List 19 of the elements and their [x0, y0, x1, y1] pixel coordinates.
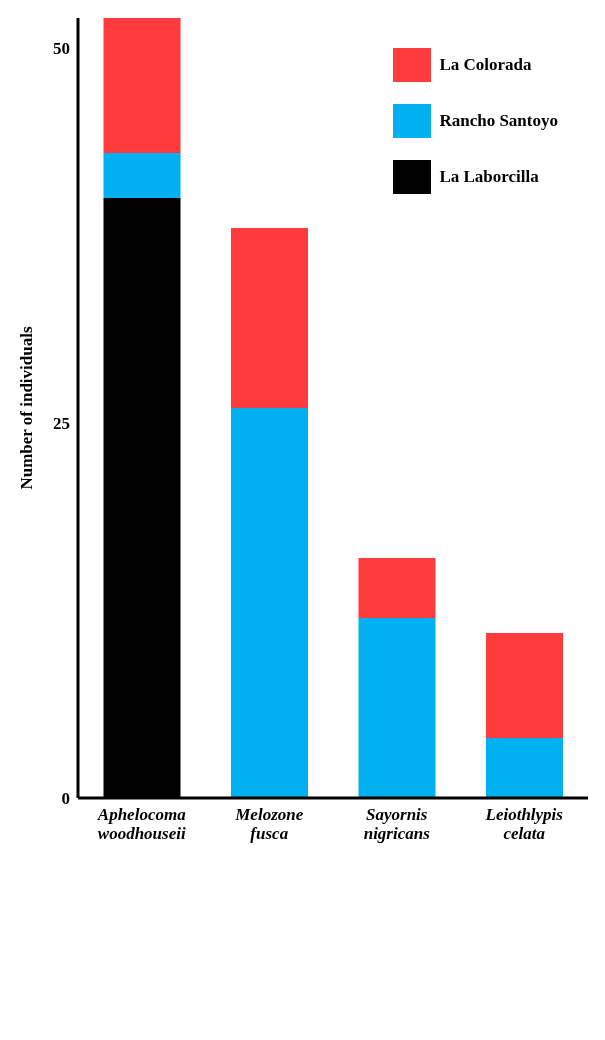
- bar: [103, 153, 181, 198]
- bar: [231, 228, 308, 408]
- x-tick-label: Melozone fusca: [234, 805, 304, 843]
- y-tick-label: 0: [61, 789, 70, 809]
- y-tick-label: 25: [53, 414, 70, 434]
- bar: [358, 558, 436, 618]
- bar: [486, 633, 563, 738]
- y-tick-label: 50: [53, 39, 70, 59]
- bar: [231, 408, 308, 798]
- legend-label: Rancho Santoyo: [439, 111, 558, 131]
- x-tick-label: Sayornis nigricans: [363, 805, 431, 843]
- bar: [486, 738, 563, 798]
- x-tick-label: Leiothlypis celata: [484, 805, 564, 843]
- x-tick-label: Aphelocoma woodhouseii: [96, 805, 187, 843]
- bar: [103, 18, 181, 153]
- bar: [358, 618, 436, 798]
- legend-label: La Colorada: [439, 55, 532, 75]
- legend-label: La Laborcilla: [439, 167, 539, 187]
- y-axis-title: Number of individuals: [17, 326, 37, 490]
